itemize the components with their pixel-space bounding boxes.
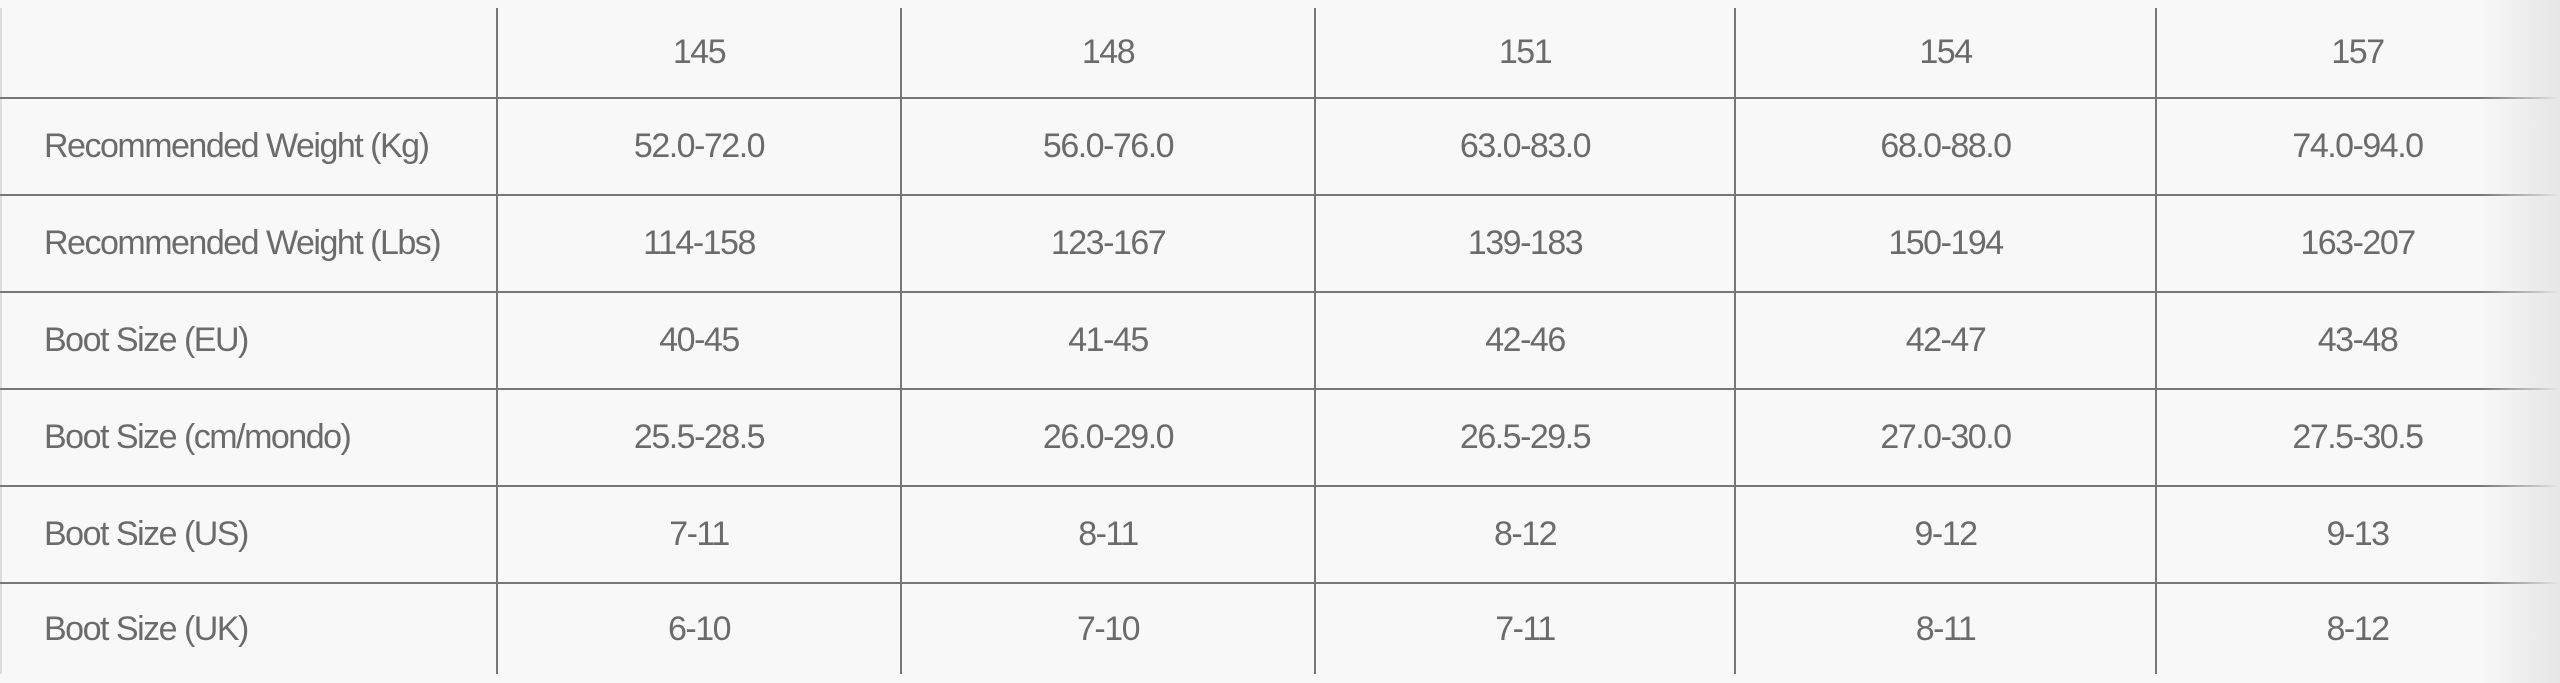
table-cell: 163-207 (2155, 195, 2558, 293)
table-cell: 27.5-30.5 (2155, 389, 2558, 487)
table-row: Boot Size (UK) 6-10 7-10 7-11 8-11 8-12 (0, 583, 2558, 674)
table-cell: 123-167 (900, 195, 1315, 293)
table-cell: 25.5-28.5 (496, 389, 901, 487)
table-cell: 6-10 (496, 583, 901, 674)
table-cell: 150-194 (1734, 195, 2156, 293)
table-cell: 41-45 (900, 292, 1315, 390)
table-cell: 8-11 (1734, 583, 2156, 674)
table-cell: 56.0-76.0 (900, 98, 1315, 196)
table-row: Boot Size (cm/mondo) 25.5-28.5 26.0-29.0 26… (0, 389, 2558, 487)
table-cell: 43-48 (2155, 292, 2558, 390)
size-chart-table: 145 148 151 154 157 Recommended Weight (Kg) 5… (0, 8, 2558, 674)
table-cell: 63.0-83.0 (1314, 98, 1735, 196)
table-cell: 26.0-29.0 (900, 389, 1315, 487)
size-header-cell: 151 (1314, 8, 1735, 99)
table-cell: 139-183 (1314, 195, 1735, 293)
table-cell: 26.5-29.5 (1314, 389, 1735, 487)
row-label: Boot Size (UK) (0, 583, 497, 674)
table-cell: 7-11 (1314, 583, 1735, 674)
table-cell: 8-12 (2155, 583, 2558, 674)
table-row: Recommended Weight (Lbs) 114-158 123-167 13… (0, 195, 2558, 293)
table-cell: 40-45 (496, 292, 901, 390)
row-label: Recommended Weight (Lbs) (0, 195, 497, 293)
table-row: Recommended Weight (Kg) 52.0-72.0 56.0-76.… (0, 98, 2558, 196)
row-label: Recommended Weight (Kg) (0, 98, 497, 196)
row-label: Boot Size (EU) (0, 292, 497, 390)
table-cell: 8-11 (900, 486, 1315, 584)
table-cell: 7-11 (496, 486, 901, 584)
corner-cell (0, 8, 497, 99)
row-label: Boot Size (cm/mondo) (0, 389, 497, 487)
row-label: Boot Size (US) (0, 486, 497, 584)
table-cell: 9-12 (1734, 486, 2156, 584)
size-header-cell: 157 (2155, 8, 2558, 99)
table-cell: 74.0-94.0 (2155, 98, 2558, 196)
table-row: Boot Size (EU) 40-45 41-45 42-46 42-47 43-48 (0, 292, 2558, 390)
table-cell: 27.0-30.0 (1734, 389, 2156, 487)
size-header-cell: 145 (496, 8, 901, 99)
table-cell: 114-158 (496, 195, 901, 293)
size-header-cell: 148 (900, 8, 1315, 99)
table-row: Boot Size (US) 7-11 8-11 8-12 9-12 9-13 (0, 486, 2558, 584)
header-row: 145 148 151 154 157 (0, 8, 2558, 99)
table-cell: 42-46 (1314, 292, 1735, 390)
table-cell: 52.0-72.0 (496, 98, 901, 196)
table-cell: 8-12 (1314, 486, 1735, 584)
size-header-cell: 154 (1734, 8, 2156, 99)
table-cell: 9-13 (2155, 486, 2558, 584)
table-cell: 42-47 (1734, 292, 2156, 390)
table-cell: 68.0-88.0 (1734, 98, 2156, 196)
table-cell: 7-10 (900, 583, 1315, 674)
